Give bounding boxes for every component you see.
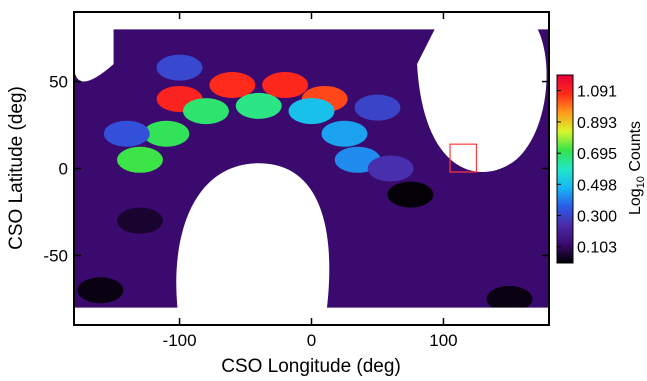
heatmap-cell: [77, 277, 124, 304]
colorbar: 1.091 0.893 0.695 0.498 0.300 0.103 Log10 Cou…: [556, 74, 647, 264]
colorbar-tick-label: 0.300: [577, 209, 617, 226]
colorbar-bar: [556, 74, 574, 264]
x-axis-title: CSO Longitude (deg): [221, 356, 401, 377]
y-axis-title: CSO Latitude (deg): [6, 86, 27, 250]
x-tick-label: -100: [163, 331, 197, 350]
colorbar-tick-label: 0.498: [577, 177, 617, 194]
colorbar-tick-label: 0.893: [577, 115, 617, 132]
heatmap-cell: [262, 72, 309, 99]
colorbar-label: Log10 Counts: [627, 121, 647, 215]
y-tick-label: 0: [59, 160, 68, 179]
y-axis-ticks: 50 0 -50: [43, 73, 549, 265]
y-tick-label: -50: [43, 246, 68, 265]
void-region: [176, 163, 330, 325]
heatmap-cell: [367, 155, 414, 182]
heatmap-cell: [209, 72, 256, 99]
heatmap-cell: [182, 98, 229, 125]
heatmap-cell: [103, 120, 150, 147]
void-region: [417, 12, 547, 173]
highlight-box: [449, 143, 478, 173]
x-axis-ticks: -100 0 100: [163, 12, 458, 350]
heatmap-cell: [116, 146, 163, 173]
heatmap-cell: [143, 120, 190, 147]
y-tick-label: 50: [49, 73, 68, 92]
heatmap-cell: [354, 94, 401, 121]
heatmap-cell: [321, 120, 368, 147]
colorbar-label-main: Log: [627, 188, 644, 215]
colorbar-label-rest: Counts: [627, 121, 644, 176]
heatmap-cell: [486, 285, 533, 312]
heatmap-cell: [288, 98, 335, 125]
colorbar-label-sub: 10: [635, 176, 647, 188]
heatmap-cell: [156, 54, 203, 81]
colorbar-tick-label: 1.091: [577, 84, 617, 101]
x-tick-label: 100: [429, 331, 457, 350]
heatmap-cell: [387, 181, 434, 208]
colorbar-tick-label: 0.103: [577, 240, 617, 257]
heatmap-cell: [116, 207, 163, 234]
void-region: [74, 307, 549, 325]
heatmap-cell: [235, 92, 282, 119]
heatmap-layer: [74, 12, 549, 325]
plot-area: [74, 12, 549, 325]
colorbar-tick-label: 0.695: [577, 146, 617, 163]
colorbar-ticks: 1.091 0.893 0.695 0.498 0.300 0.103: [557, 84, 617, 257]
void-region: [74, 12, 549, 30]
x-tick-label: 0: [307, 331, 316, 350]
